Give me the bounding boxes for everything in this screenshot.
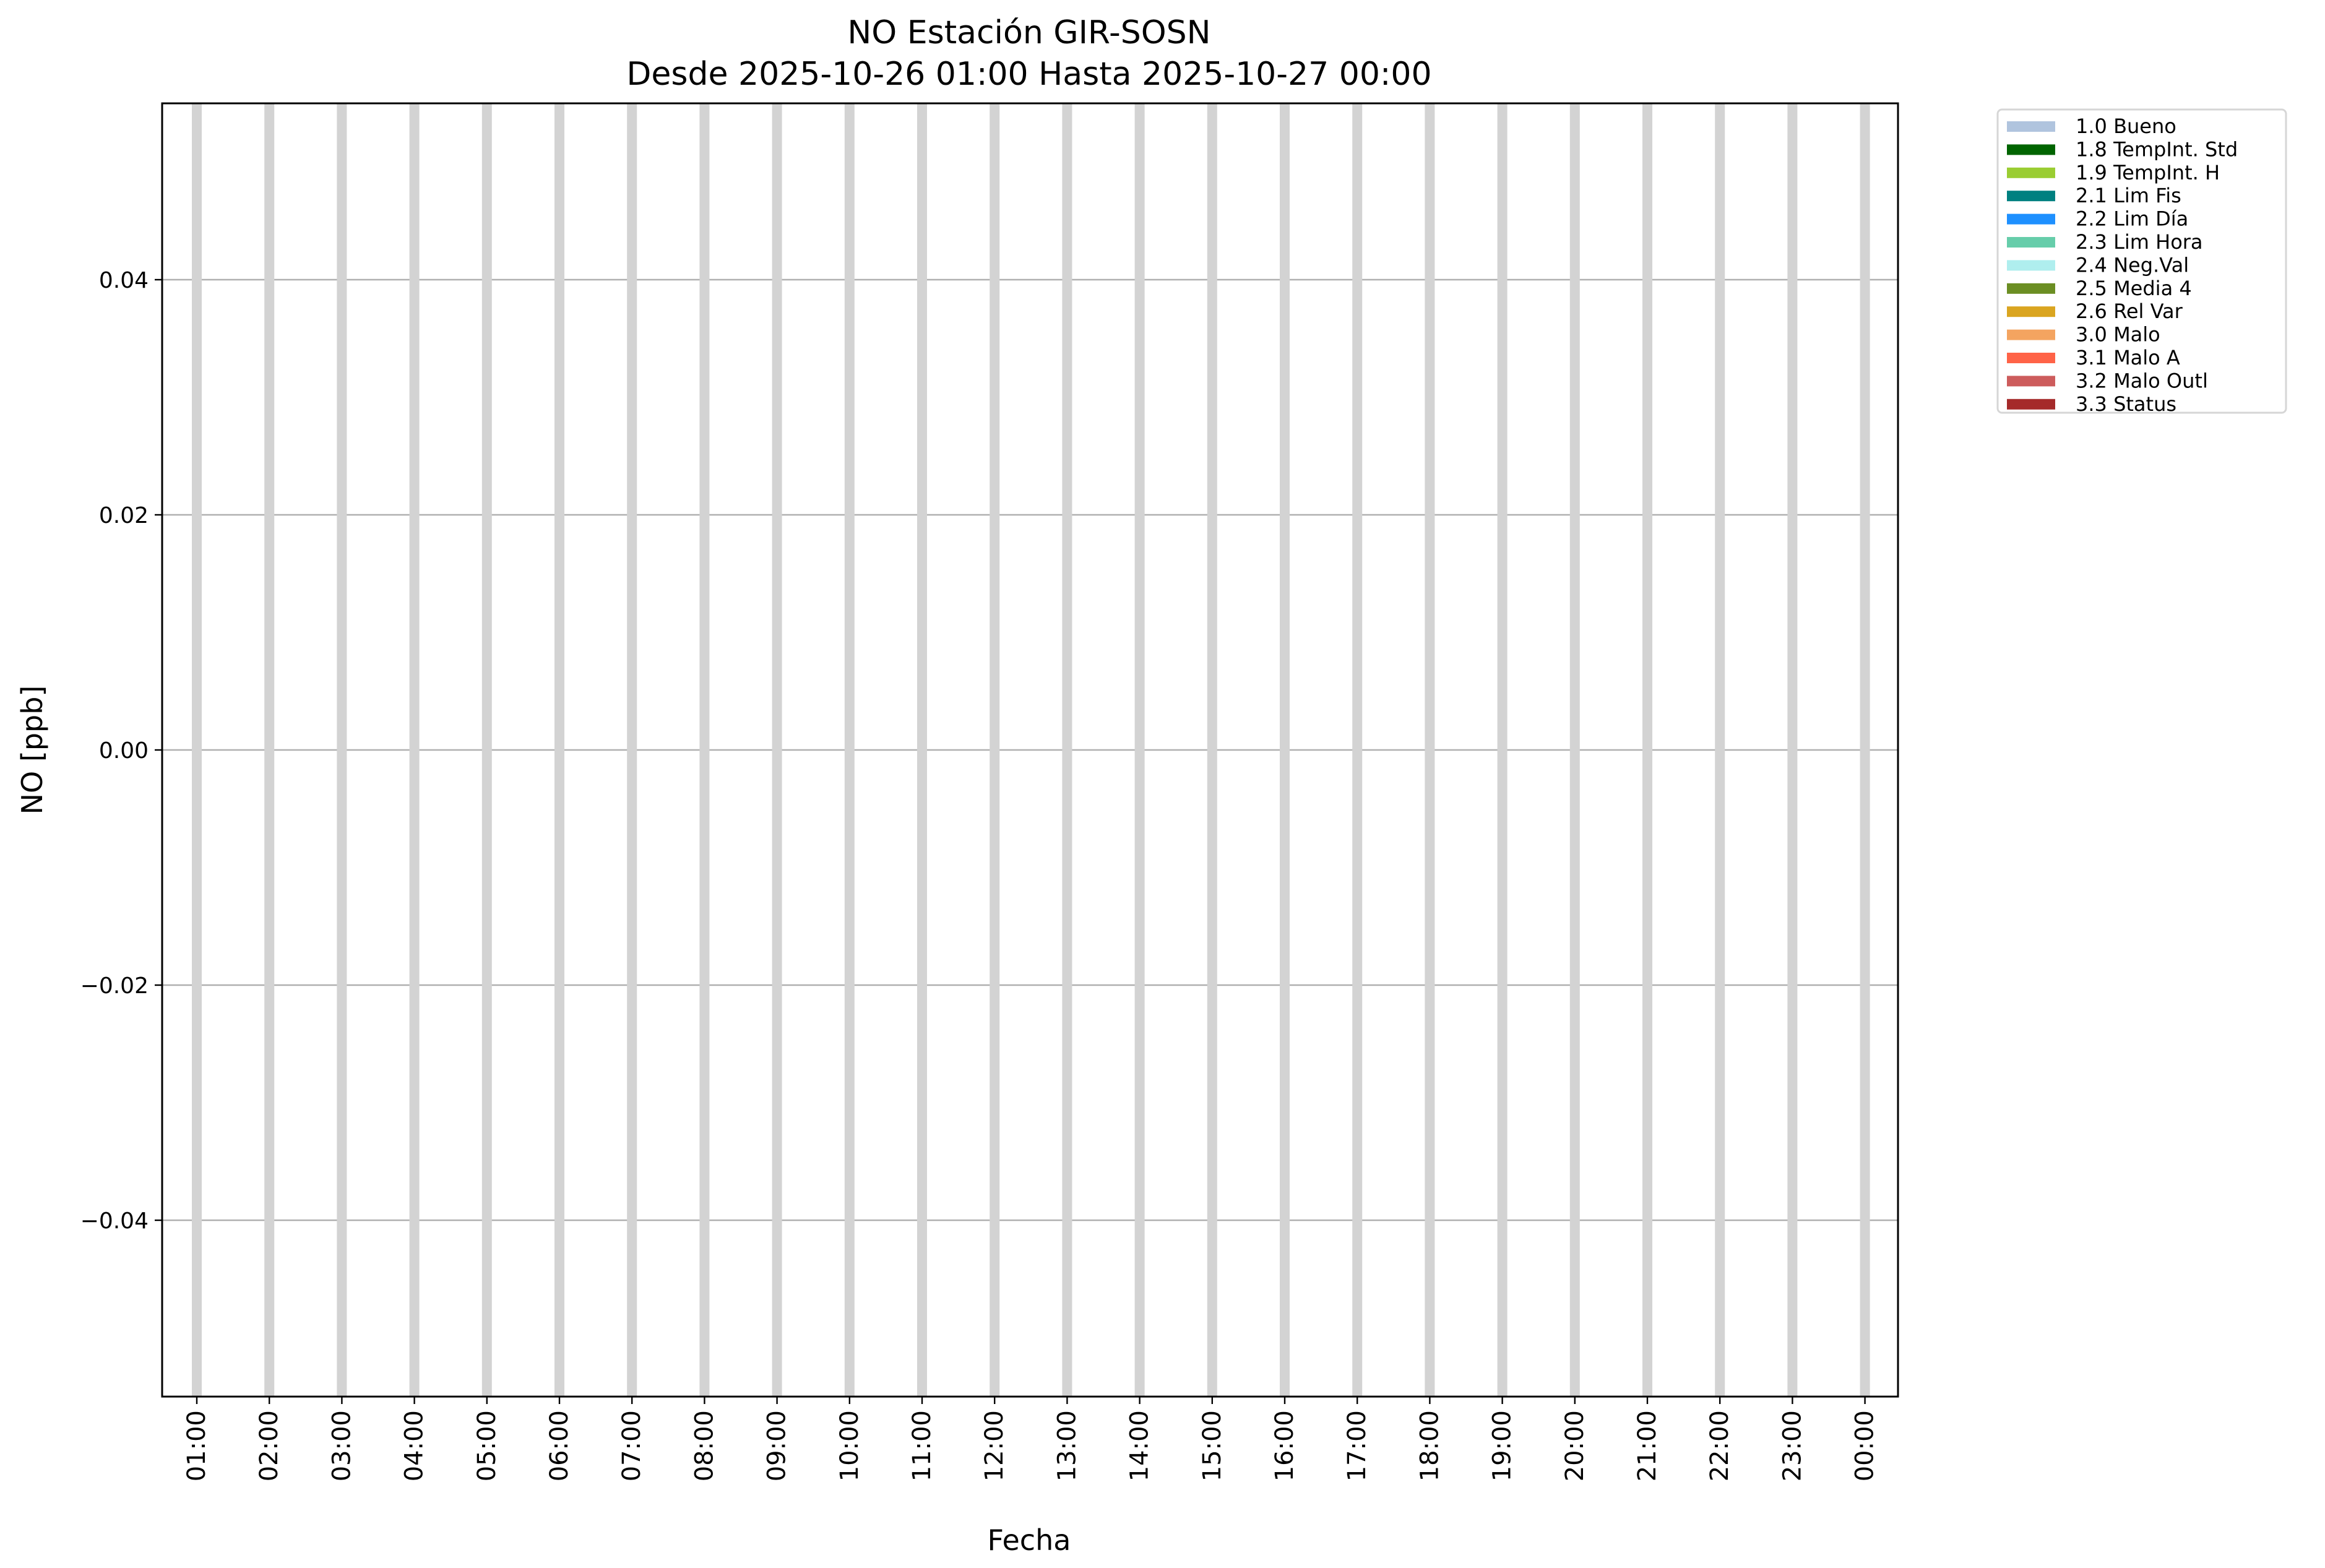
y-axis: 0.04 0.02 0.00 −0.02 −0.04: [80, 268, 162, 1234]
vertical-band: [772, 103, 782, 1397]
x-tick-label: 08:00: [690, 1410, 718, 1481]
legend-swatch: [2007, 121, 2055, 132]
x-tick-label: 17:00: [1343, 1410, 1371, 1481]
x-tick-label: 11:00: [908, 1410, 936, 1481]
legend-swatch: [2007, 283, 2055, 294]
vertical-band: [1062, 103, 1072, 1397]
legend-swatch: [2007, 237, 2055, 248]
vertical-band: [554, 103, 564, 1397]
legend-label: 1.0 Bueno: [2076, 114, 2176, 138]
legend-swatch: [2007, 398, 2055, 410]
vertical-band: [1860, 103, 1870, 1397]
x-tick-label: 03:00: [327, 1410, 356, 1481]
legend-swatch: [2007, 191, 2055, 202]
x-tick-label: 20:00: [1561, 1410, 1589, 1481]
x-tick-label: 04:00: [400, 1410, 429, 1481]
vertical-band: [409, 103, 420, 1397]
y-tick-label: 0.04: [99, 268, 149, 293]
bars: [192, 103, 1870, 1397]
x-tick-label: 00:00: [1851, 1410, 1879, 1481]
vertical-band: [1425, 103, 1435, 1397]
chart-subtitle: Desde 2025-10-26 01:00 Hasta 2025-10-27 …: [626, 56, 1431, 93]
x-tick-label: 16:00: [1270, 1410, 1299, 1481]
vertical-band: [699, 103, 710, 1397]
legend-label: 2.5 Media 4: [2076, 277, 2192, 300]
chart-title: NO Estación GIR-SOSN: [847, 14, 1210, 51]
x-tick-label: 07:00: [618, 1410, 646, 1481]
vertical-band: [627, 103, 637, 1397]
vertical-band: [192, 103, 202, 1397]
x-tick-label: 02:00: [255, 1410, 283, 1481]
vertical-band: [990, 103, 1000, 1397]
legend-swatch: [2007, 213, 2055, 225]
legend-label: 3.2 Malo Outl: [2076, 369, 2208, 392]
legend-swatch: [2007, 329, 2055, 340]
legend-label: 3.1 Malo A: [2076, 346, 2180, 369]
legend-swatch: [2007, 260, 2055, 271]
y-tick-label: 0.02: [99, 503, 149, 528]
vertical-band: [1497, 103, 1508, 1397]
x-tick-label: 15:00: [1198, 1410, 1227, 1481]
x-tick-label: 22:00: [1706, 1410, 1734, 1481]
y-tick-label: 0.00: [99, 738, 149, 764]
x-tick-label: 09:00: [763, 1410, 792, 1481]
x-tick-label: 01:00: [183, 1410, 211, 1481]
y-axis-label: NO [ppb]: [15, 686, 49, 815]
vertical-band: [1715, 103, 1725, 1397]
vertical-band: [1787, 103, 1798, 1397]
legend-swatch: [2007, 167, 2055, 178]
y-tick-label: −0.02: [80, 973, 149, 999]
vertical-band: [1352, 103, 1363, 1397]
vertical-band: [1642, 103, 1652, 1397]
y-tick-label: −0.04: [80, 1208, 149, 1234]
x-tick-label: 10:00: [835, 1410, 864, 1481]
x-tick-label: 21:00: [1633, 1410, 1662, 1481]
legend-swatch: [2007, 144, 2055, 155]
legend-label: 1.9 TempInt. H: [2076, 161, 2220, 184]
vertical-band: [481, 103, 492, 1397]
x-tick-label: 06:00: [545, 1410, 574, 1481]
vertical-band: [1134, 103, 1145, 1397]
vertical-band: [337, 103, 347, 1397]
legend-label: 3.3 Status: [2076, 392, 2176, 416]
legend-label: 1.8 TempInt. Std: [2076, 137, 2238, 161]
x-tick-label: 18:00: [1415, 1410, 1444, 1481]
vertical-band: [1207, 103, 1217, 1397]
x-tick-label: 12:00: [980, 1410, 1009, 1481]
x-tick-label: 19:00: [1488, 1410, 1517, 1481]
x-tick-label: 14:00: [1126, 1410, 1154, 1481]
legend-swatch: [2007, 353, 2055, 363]
vertical-band: [1569, 103, 1580, 1397]
vertical-band: [264, 103, 275, 1397]
legend-frame: [1996, 108, 2287, 414]
legend-swatch: [2007, 306, 2055, 317]
legend-label: 2.2 Lim Día: [2076, 207, 2188, 231]
vertical-band: [917, 103, 927, 1397]
vertical-band: [1280, 103, 1290, 1397]
vertical-band: [844, 103, 855, 1397]
x-tick-label: 23:00: [1778, 1410, 1806, 1481]
legend-label: 2.6 Rel Var: [2076, 299, 2183, 323]
x-axis: 01:00 02:00 03:00 04:00 05:00 06:00 07:00 08:00…: [183, 1397, 1879, 1481]
x-tick-label: 05:00: [473, 1410, 501, 1481]
x-tick-label: 13:00: [1053, 1410, 1081, 1481]
legend-label: 2.4 Neg.Val: [2076, 253, 2189, 277]
legend-label: 3.0 Malo: [2076, 323, 2160, 347]
x-axis-label: Fecha: [988, 1523, 1071, 1557]
legend-label: 2.3 Lim Hora: [2076, 230, 2203, 254]
legend-label: 2.1 Lim Fis: [2076, 184, 2181, 207]
legend-swatch: [2007, 376, 2055, 387]
